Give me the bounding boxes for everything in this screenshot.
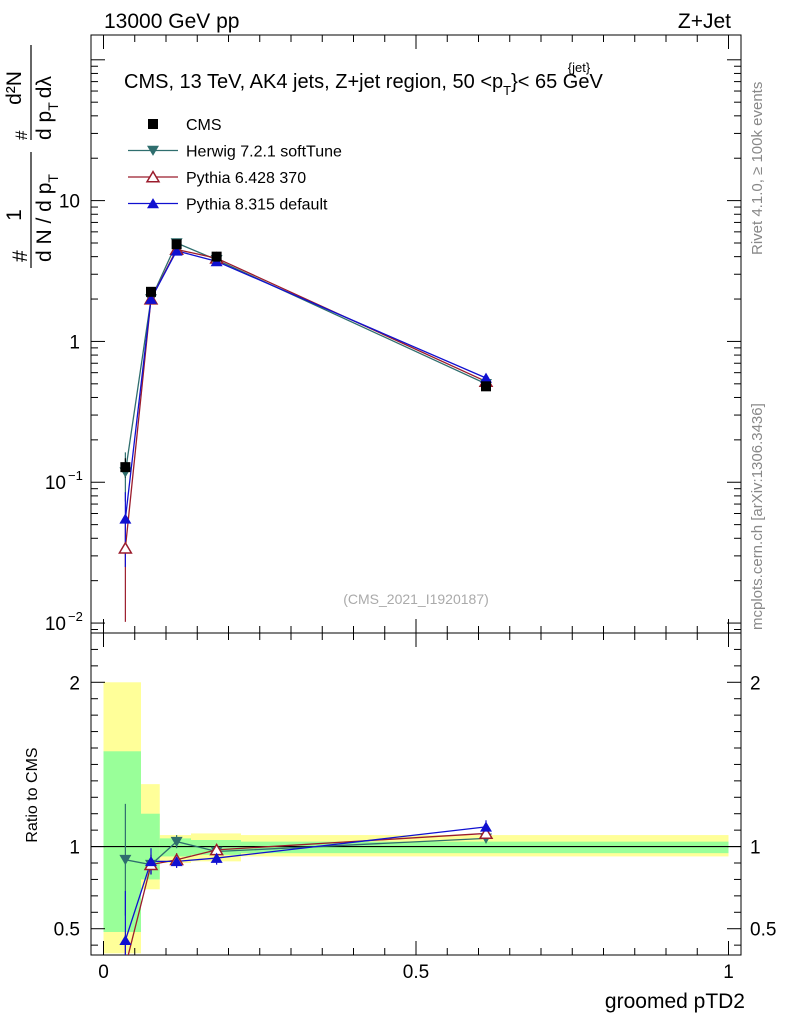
main-series	[118, 238, 494, 622]
x-tick-label: 0.5	[403, 962, 429, 983]
data-point	[146, 286, 156, 297]
ylabel-frac-top: 1	[3, 209, 26, 221]
ylabel-frac-bottom-text: d N / d p	[33, 183, 56, 262]
uncertainty-band-green	[103, 751, 141, 932]
main-y-axis-label: # 1 d N / d pT # d²N d pTdλ	[3, 45, 61, 268]
main-x-ticks	[103, 35, 729, 633]
ratio-y-axis-label: Ratio to CMS	[24, 747, 41, 842]
legend-label: Pythia 8.315 default	[186, 197, 328, 214]
data-point	[119, 513, 132, 524]
legend-marker	[145, 170, 161, 183]
ylabel-hash-2: #	[12, 130, 31, 140]
main-title-sub: T	[503, 83, 511, 98]
data-point	[171, 239, 182, 250]
main-title-end: }< 65 GeV	[511, 71, 603, 93]
ylabel-frac-bottom-sub: T	[45, 174, 61, 183]
main-title-sup: {jet}	[568, 60, 591, 75]
ylabel-deriv-bottom-text: d p	[33, 111, 56, 140]
ratio-y-ticks: 0.5 0.5 1 1 2 2	[54, 648, 776, 946]
ratio-data-point	[119, 854, 132, 866]
ylabel-frac-bottom: d N / d pT	[33, 174, 61, 262]
ratio-y-tick-label-right: 2	[750, 673, 761, 694]
data-point	[211, 251, 222, 262]
ratio-data-point	[480, 821, 492, 832]
rivet-label: Rivet 4.1.0, ≥ 100k events	[749, 82, 766, 255]
data-point	[170, 245, 183, 256]
ylabel-deriv-top: d²N	[3, 71, 26, 105]
header-right: Z+Jet	[678, 10, 731, 33]
legend-label: CMS	[186, 117, 222, 134]
main-y-tick-label: 10	[45, 614, 66, 635]
mcplots-label: mcplots.cern.ch [arXiv:1306.3436]	[749, 403, 766, 630]
main-y-tick-label: 10	[59, 192, 80, 213]
ratio-y-tick-label-right: 0.5	[750, 920, 776, 941]
main-y-tick-exponent: −1	[68, 468, 83, 483]
watermark: (CMS_2021_I1920187)	[343, 591, 489, 607]
legend: CMS Herwig 7.2.1 softTune Pythia 6.428 370…	[128, 117, 342, 214]
ratio-data-point	[170, 836, 183, 848]
ratio-series	[119, 803, 494, 971]
legend-label: Herwig 7.2.1 softTune	[186, 144, 342, 161]
legend-marker	[147, 198, 159, 209]
ratio-data-point	[170, 855, 183, 867]
data-point	[120, 462, 131, 473]
series-line	[124, 248, 487, 549]
main-y-tick-label: 10	[45, 473, 66, 494]
ratio-data-point	[119, 934, 132, 946]
ratio-series-group	[119, 803, 494, 971]
ylabel-deriv-bottom-end: dλ	[33, 76, 56, 99]
x-tick-label: 0	[98, 962, 109, 983]
ylabel-deriv-bottom: d pTdλ	[33, 76, 61, 140]
ylabel-deriv-bottom-sub: T	[45, 102, 61, 111]
uncertainty-band-green	[241, 841, 729, 854]
legend-label: Pythia 6.428 370	[186, 170, 306, 187]
data-point	[480, 372, 492, 383]
ratio-panel-frame	[90, 632, 742, 956]
ylabel-hash-1: #	[9, 250, 32, 262]
main-y-tick-exponent: −2	[68, 609, 83, 624]
data-point	[145, 293, 157, 304]
series-line	[124, 250, 487, 519]
header-left: 13000 GeV pp	[104, 10, 239, 33]
main-title-text: CMS, 13 TeV, AK4 jets, Z+jet region, 50 …	[124, 71, 503, 93]
series-line	[124, 242, 487, 473]
ratio-data-point	[145, 855, 157, 867]
x-tick-label: 1	[723, 962, 734, 983]
ratio-y-tick-label: 1	[69, 838, 80, 859]
ratio-y-tick-label: 0.5	[54, 920, 80, 941]
legend-marker	[147, 145, 159, 156]
data-point	[481, 381, 491, 392]
data-point	[118, 541, 133, 554]
ratio-bands	[103, 682, 729, 954]
ratio-data-point	[478, 826, 494, 839]
ratio-data-point	[119, 961, 131, 971]
main-y-tick-label: 1	[69, 332, 80, 353]
ratio-y-tick-label-right: 1	[750, 838, 761, 859]
x-axis-label: groomed pTD2	[605, 990, 745, 1013]
ratio-x-ticks: 0 0.5 1	[98, 633, 734, 983]
ratio-y-tick-label: 2	[69, 673, 80, 694]
main-title: CMS, 13 TeV, AK4 jets, Z+jet region, 50 …	[124, 71, 603, 98]
ratio-data-point	[210, 852, 223, 863]
legend-marker	[148, 119, 158, 129]
